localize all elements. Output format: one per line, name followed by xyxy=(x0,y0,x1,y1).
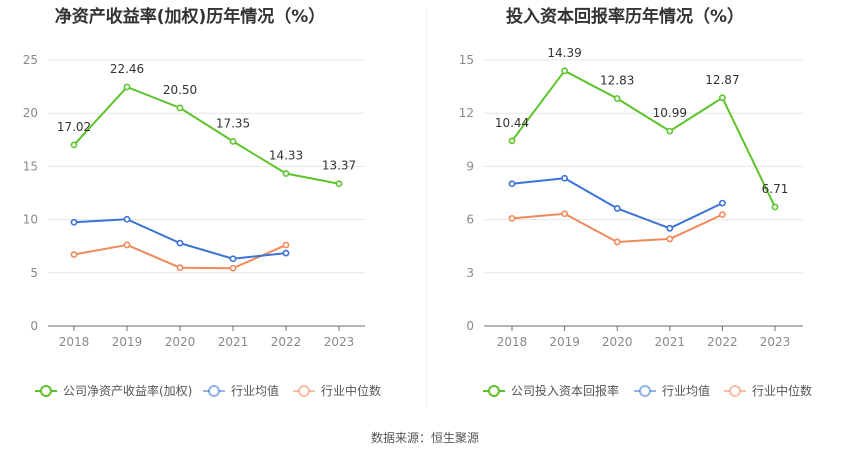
legend-label: 行业中位数 xyxy=(752,383,812,398)
legend-item-company[interactable]: 公司投入资本回报率 xyxy=(483,383,619,398)
x-tick-label: 2022 xyxy=(707,335,738,349)
data-label: 10.99 xyxy=(653,106,687,120)
data-point-company[interactable] xyxy=(176,104,184,112)
data-label: 10.44 xyxy=(495,116,529,130)
data-point-industry-median[interactable] xyxy=(613,238,621,246)
legend-item-industry-median[interactable]: 行业中位数 xyxy=(724,383,812,398)
data-point-industry-median[interactable] xyxy=(719,211,726,219)
y-tick-label: 0 xyxy=(30,319,38,333)
data-point-industry-mean[interactable] xyxy=(613,205,621,212)
legend-label: 公司投入资本回报率 xyxy=(511,383,619,398)
y-tick-label: 25 xyxy=(23,53,38,67)
data-point-company[interactable] xyxy=(229,137,237,145)
data-label: 22.46 xyxy=(110,62,144,76)
data-point-industry-mean[interactable] xyxy=(70,218,78,226)
legend-marker-icon xyxy=(40,385,52,397)
data-point-industry-mean[interactable] xyxy=(176,239,184,247)
data-point-company[interactable] xyxy=(666,127,674,135)
data-point-company[interactable] xyxy=(335,180,343,188)
data-point-industry-median[interactable] xyxy=(123,241,131,249)
data-point-industry-mean[interactable] xyxy=(561,174,568,182)
data-point-industry-median[interactable] xyxy=(666,235,674,243)
x-tick-label: 2019 xyxy=(112,335,143,349)
roe-chart-panel: 净资产收益率(加权)历年情况（%） 0 5 10 15 20 25 2018 2019 2020 2… xyxy=(23,6,381,398)
data-label: 17.35 xyxy=(216,116,250,130)
data-point-industry-mean[interactable] xyxy=(508,180,516,188)
y-tick-label: 20 xyxy=(23,106,38,120)
legend-item-company[interactable]: 公司净资产收益率(加权) xyxy=(35,383,192,398)
data-point-industry-median[interactable] xyxy=(70,251,78,258)
data-point-industry-mean[interactable] xyxy=(666,224,674,232)
x-tick-label: 2018 xyxy=(497,335,528,349)
x-tick-label: 2023 xyxy=(760,335,791,349)
y-tick-label: 6 xyxy=(466,213,474,227)
data-point-company[interactable] xyxy=(771,203,779,211)
chart-title: 投入资本回报率历年情况（%） xyxy=(506,6,744,27)
data-label: 20.50 xyxy=(163,83,197,97)
y-tick-label: 3 xyxy=(466,266,474,280)
data-label: 12.87 xyxy=(705,73,739,87)
legend-item-industry-median[interactable]: 行业中位数 xyxy=(293,383,381,398)
legend-label: 公司净资产收益率(加权) xyxy=(63,383,192,398)
legend-label: 行业中位数 xyxy=(321,383,381,398)
x-tick-label: 2021 xyxy=(218,335,249,349)
data-point-industry-mean[interactable] xyxy=(229,255,237,263)
data-point-company[interactable] xyxy=(123,83,131,91)
legend-marker-icon xyxy=(729,385,741,397)
data-point-industry-mean[interactable] xyxy=(123,215,131,223)
data-point-company[interactable] xyxy=(613,95,621,102)
y-tick-label: 12 xyxy=(459,106,474,120)
legend-item-industry-mean[interactable]: 行业均值 xyxy=(203,383,279,398)
legend-item-industry-mean[interactable]: 行业均值 xyxy=(634,383,710,398)
roic-chart-panel: 投入资本回报率历年情况（%） 0 3 6 9 12 15 2018 2019 2020 2021 20… xyxy=(459,6,812,398)
data-label: 14.39 xyxy=(547,46,581,60)
x-tick-label: 2020 xyxy=(165,335,196,349)
data-point-industry-median[interactable] xyxy=(176,264,184,272)
legend-marker-icon xyxy=(208,385,220,397)
x-tick-label: 2019 xyxy=(549,335,580,349)
y-tick-label: 9 xyxy=(466,159,474,173)
chart-title: 净资产收益率(加权)历年情况（%） xyxy=(55,6,326,27)
data-point-company[interactable] xyxy=(719,94,726,102)
legend-marker-icon xyxy=(488,385,500,397)
legend-label: 行业均值 xyxy=(231,383,279,398)
data-point-company[interactable] xyxy=(508,137,516,145)
data-label: 6.71 xyxy=(762,182,789,196)
data-point-company[interactable] xyxy=(561,67,568,75)
series-line-company xyxy=(73,86,340,185)
data-point-company[interactable] xyxy=(70,141,78,149)
data-point-company[interactable] xyxy=(282,170,290,177)
data-point-industry-median[interactable] xyxy=(561,210,568,218)
data-point-industry-median[interactable] xyxy=(508,214,516,222)
source-note: 数据来源：恒生聚源 xyxy=(371,430,479,445)
legend-label: 行业均值 xyxy=(662,383,710,398)
x-tick-label: 2023 xyxy=(324,335,355,349)
x-tick-label: 2021 xyxy=(655,335,686,349)
data-label: 12.83 xyxy=(600,73,634,87)
data-point-industry-median[interactable] xyxy=(229,264,237,272)
x-tick-label: 2018 xyxy=(59,335,90,349)
y-tick-label: 5 xyxy=(30,266,38,280)
legend-marker-icon xyxy=(298,385,310,397)
y-tick-label: 15 xyxy=(459,53,474,67)
series-line-industry-mean xyxy=(511,177,723,230)
legend-marker-icon xyxy=(639,385,651,397)
data-label: 13.37 xyxy=(322,159,356,173)
data-point-industry-mean[interactable] xyxy=(282,249,290,257)
y-tick-label: 10 xyxy=(23,213,38,227)
data-label: 14.33 xyxy=(269,149,303,163)
series-line-industry-mean xyxy=(73,218,287,260)
data-label: 17.02 xyxy=(57,120,91,134)
x-tick-label: 2020 xyxy=(602,335,633,349)
data-point-industry-mean[interactable] xyxy=(719,199,726,207)
y-tick-label: 0 xyxy=(466,319,474,333)
y-tick-label: 15 xyxy=(23,159,38,173)
series-line-company xyxy=(511,69,776,208)
data-point-industry-median[interactable] xyxy=(282,241,290,249)
x-tick-label: 2022 xyxy=(271,335,302,349)
